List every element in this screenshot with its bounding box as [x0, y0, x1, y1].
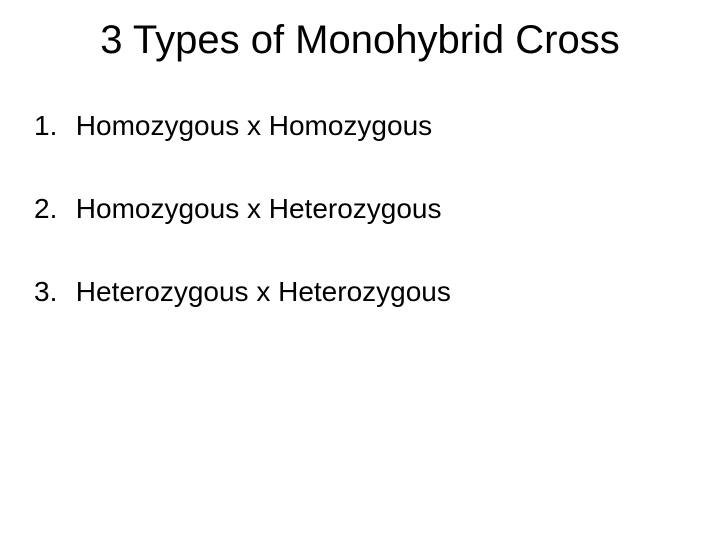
- list-item: 1. Homozygous x Homozygous: [34, 108, 684, 143]
- list-number: 2.: [34, 191, 68, 226]
- list-item: 2. Homozygous x Heterozygous: [34, 191, 684, 226]
- bullet-list: 1. Homozygous x Homozygous 2. Homozygous…: [34, 108, 684, 357]
- list-number: 1.: [34, 108, 68, 143]
- slide-title: 3 Types of Monohybrid Cross: [0, 18, 720, 63]
- slide: 3 Types of Monohybrid Cross 1. Homozygou…: [0, 0, 720, 540]
- list-text: Homozygous x Heterozygous: [76, 193, 442, 224]
- list-text: Heterozygous x Heterozygous: [76, 276, 451, 307]
- list-text: Homozygous x Homozygous: [76, 110, 432, 141]
- list-item: 3. Heterozygous x Heterozygous: [34, 274, 684, 309]
- list-number: 3.: [34, 274, 68, 309]
